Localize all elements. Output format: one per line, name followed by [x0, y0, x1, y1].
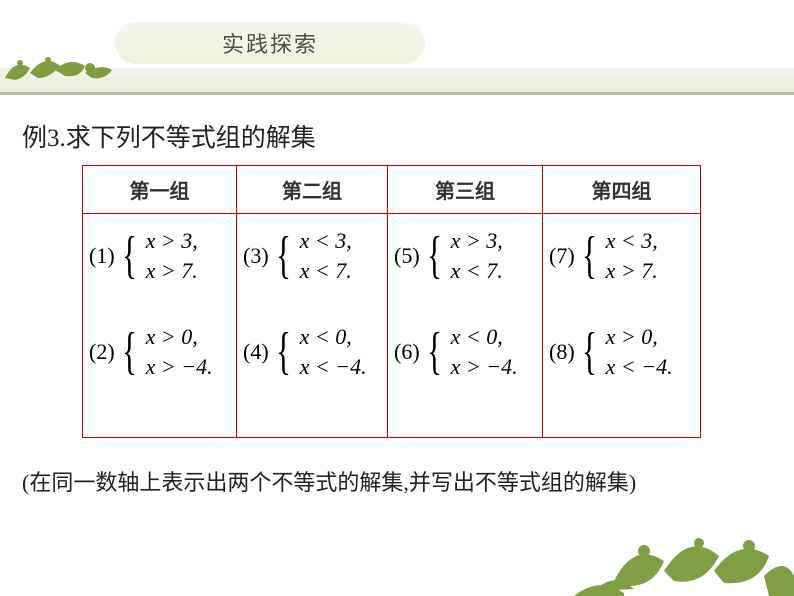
ineq-line: x > 3,	[146, 226, 198, 256]
ineq-line: x < 3,	[300, 226, 352, 256]
ineq-line: x < 7.	[451, 256, 503, 286]
system-7: (7) { x < 3, x > 7.	[547, 226, 696, 286]
system-3: (3) { x < 3, x < 7.	[241, 226, 383, 286]
ineq-line: x > 0,	[606, 322, 673, 352]
system-number: (4)	[243, 339, 269, 365]
system-8: (8) { x > 0, x < −4.	[547, 322, 696, 382]
inequality-table: 第一组 第二组 第三组 第四组 (1) { x > 3, x > 7. (2) …	[82, 165, 701, 438]
system-lines: x > 0, x < −4.	[606, 322, 673, 382]
ineq-line: x < 3,	[606, 226, 658, 256]
cell-group-3: (5) { x > 3, x < 7. (6) { x < 0, x > −4.	[388, 214, 543, 438]
header: 实践探索	[0, 0, 794, 95]
brace-icon: {	[122, 236, 137, 276]
system-number: (3)	[243, 243, 269, 269]
cell-group-2: (3) { x < 3, x < 7. (4) { x < 0, x < −4.	[237, 214, 388, 438]
system-lines: x > 3, x < 7.	[451, 226, 503, 286]
brace-icon: {	[276, 332, 291, 372]
col-header-1: 第一组	[83, 166, 237, 214]
system-5: (5) { x > 3, x < 7.	[392, 226, 538, 286]
footnote: (在同一数轴上表示出两个不等式的解集,并写出不等式组的解集)	[22, 465, 636, 497]
ineq-line: x > 7.	[606, 256, 658, 286]
ineq-line: x < −4.	[606, 352, 673, 382]
system-number: (2)	[89, 339, 115, 365]
system-number: (5)	[394, 243, 420, 269]
cell-group-1: (1) { x > 3, x > 7. (2) { x > 0, x > −4.	[83, 214, 237, 438]
ineq-line: x < 7.	[300, 256, 352, 286]
col-header-3: 第三组	[388, 166, 543, 214]
system-number: (6)	[394, 339, 420, 365]
ineq-line: x > −4.	[451, 352, 518, 382]
system-4: (4) { x < 0, x < −4.	[241, 322, 383, 382]
system-6: (6) { x < 0, x > −4.	[392, 322, 538, 382]
system-2: (2) { x > 0, x > −4.	[87, 322, 232, 382]
system-number: (7)	[549, 243, 575, 269]
ineq-line: x < 0,	[451, 322, 518, 352]
system-1: (1) { x > 3, x > 7.	[87, 226, 232, 286]
brace-icon: {	[122, 332, 137, 372]
system-lines: x < 0, x < −4.	[300, 322, 367, 382]
ineq-line: x > 7.	[146, 256, 198, 286]
table-header-row: 第一组 第二组 第三组 第四组	[83, 166, 701, 214]
col-header-4: 第四组	[543, 166, 701, 214]
floral-bottom-right-icon	[574, 501, 794, 596]
system-number: (8)	[549, 339, 575, 365]
ineq-line: x < −4.	[300, 352, 367, 382]
header-underline	[0, 92, 794, 95]
cell-group-4: (7) { x < 3, x > 7. (8) { x > 0, x < −4.	[543, 214, 701, 438]
system-lines: x < 3, x > 7.	[606, 226, 658, 286]
ineq-line: x > −4.	[146, 352, 213, 382]
system-lines: x > 0, x > −4.	[146, 322, 213, 382]
table-body-row: (1) { x > 3, x > 7. (2) { x > 0, x > −4.	[83, 214, 701, 438]
title-text: 实践探索	[222, 27, 318, 59]
brace-icon: {	[582, 332, 597, 372]
system-lines: x > 3, x > 7.	[146, 226, 198, 286]
ineq-line: x > 0,	[146, 322, 213, 352]
col-header-2: 第二组	[237, 166, 388, 214]
system-number: (1)	[89, 243, 115, 269]
system-lines: x < 3, x < 7.	[300, 226, 352, 286]
header-strip	[0, 68, 794, 92]
system-lines: x < 0, x > −4.	[451, 322, 518, 382]
brace-icon: {	[427, 236, 442, 276]
ineq-line: x > 3,	[451, 226, 503, 256]
brace-icon: {	[427, 332, 442, 372]
brace-icon: {	[276, 236, 291, 276]
ineq-line: x < 0,	[300, 322, 367, 352]
example-label: 例3.求下列不等式组的解集	[22, 118, 316, 154]
floral-top-left-icon	[0, 48, 115, 88]
title-pill: 实践探索	[115, 22, 425, 64]
brace-icon: {	[582, 236, 597, 276]
